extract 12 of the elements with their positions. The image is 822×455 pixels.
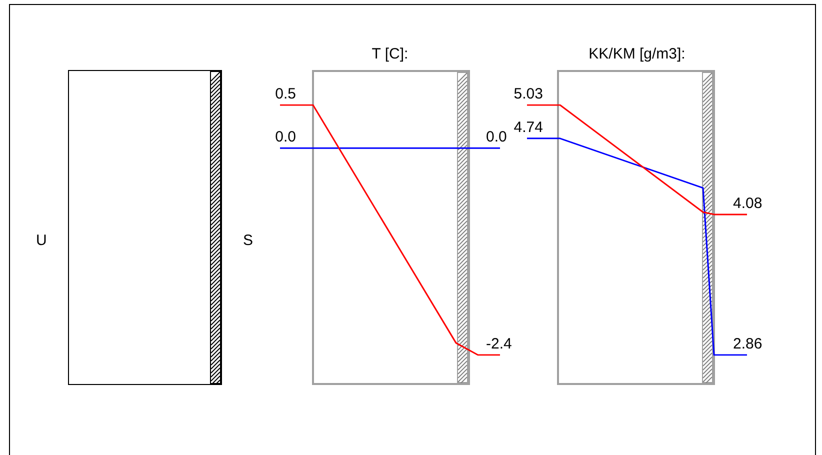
text: U — [36, 232, 47, 249]
data-label: 0.5 — [275, 86, 296, 103]
data-label: 5.03 — [514, 86, 543, 103]
chart-title: T [C]: — [372, 46, 408, 63]
data-label: 2.86 — [733, 336, 762, 353]
data-label: 0.0 — [275, 128, 296, 146]
chart-title: KK/KM [g/m3]: — [588, 46, 686, 63]
data-label: 0.0 — [486, 128, 507, 146]
text: S — [243, 232, 254, 249]
data-label: 4.08 — [733, 195, 762, 212]
data-label: 4.74 — [514, 119, 543, 136]
data-label: -2.4 — [486, 336, 512, 353]
